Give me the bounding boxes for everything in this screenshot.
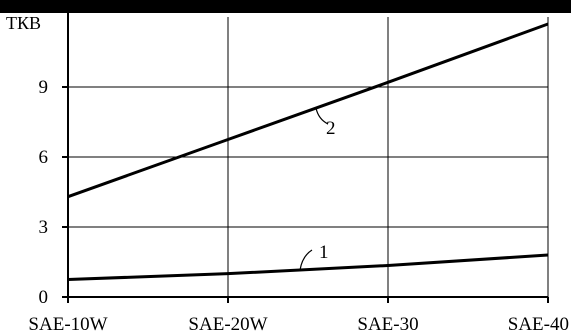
y-tick-label-1: 3 bbox=[39, 217, 49, 238]
series-label-1: 1 bbox=[319, 242, 329, 263]
x-tick-label-3: SAE-40 bbox=[508, 314, 569, 335]
labels: 0 3 6 9 SAE-10W SAE-20W SAE-30 SAE-40 1 2 bbox=[28, 77, 569, 335]
series-line-2 bbox=[67, 22, 549, 199]
y-tick-label-3: 9 bbox=[39, 77, 49, 98]
series-line-1 bbox=[67, 253, 549, 281]
y-tick-label-2: 6 bbox=[39, 147, 49, 168]
series-label-2: 2 bbox=[326, 118, 336, 139]
y-axis-title: ТКВ bbox=[6, 13, 41, 33]
series-lines bbox=[67, 22, 549, 281]
series-label-leader-2 bbox=[315, 107, 329, 125]
top-black-bar bbox=[0, 0, 571, 13]
grid-lines bbox=[68, 17, 549, 297]
x-tick-label-2: SAE-30 bbox=[357, 314, 418, 335]
x-tick-label-0: SAE-10W bbox=[28, 314, 107, 335]
y-tick-label-0: 0 bbox=[39, 287, 49, 308]
axes bbox=[62, 13, 549, 303]
series-label-leader-1 bbox=[299, 249, 313, 271]
x-tick-label-1: SAE-20W bbox=[188, 314, 267, 335]
